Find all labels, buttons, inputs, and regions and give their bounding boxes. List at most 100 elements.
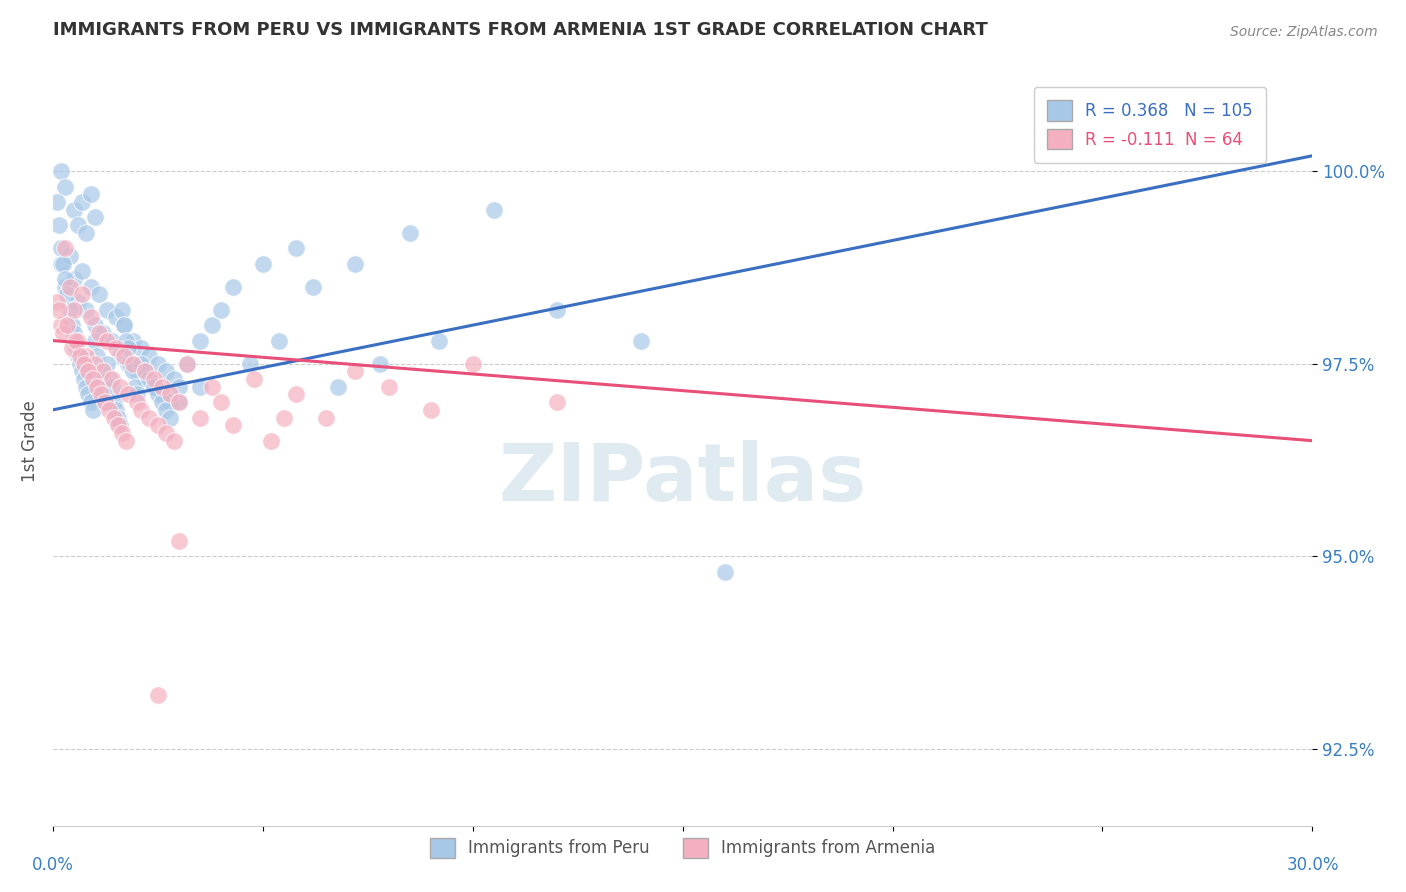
Point [66, 295, 89, 310]
Point [82, 372, 104, 386]
Point [285, 387, 308, 401]
Point [209, 302, 232, 317]
Point [58, 302, 80, 317]
Point [94, 395, 117, 409]
Point [142, 372, 165, 386]
Point [98, 372, 121, 386]
Point [103, 395, 125, 409]
Point [328, 380, 350, 394]
Point [201, 318, 224, 333]
Point [344, 256, 367, 270]
Point [163, 372, 186, 386]
Point [75, 302, 97, 317]
Point [79, 395, 101, 409]
Point [146, 418, 169, 433]
Point [260, 434, 283, 448]
Point [176, 357, 198, 371]
Point [96, 334, 118, 348]
Point [53, 179, 76, 194]
Point [159, 410, 181, 425]
Point [150, 387, 173, 401]
Point [87, 364, 110, 378]
Legend: Immigrants from Peru, Immigrants from Armenia: Immigrants from Peru, Immigrants from Ar… [416, 824, 949, 871]
Point [269, 334, 291, 348]
Point [188, 410, 211, 425]
Point [302, 279, 325, 293]
Point [49, 318, 72, 333]
Point [209, 395, 232, 409]
Point [83, 357, 105, 371]
Point [100, 380, 122, 394]
Point [103, 410, 125, 425]
Point [146, 357, 169, 371]
Point [142, 380, 165, 394]
Point [91, 364, 114, 378]
Point [69, 349, 91, 363]
Point [146, 688, 169, 702]
Point [419, 403, 441, 417]
Point [167, 533, 190, 548]
Point [124, 380, 146, 394]
Point [630, 334, 652, 348]
Point [53, 279, 76, 293]
Point [112, 318, 135, 333]
Point [86, 380, 108, 394]
Point [108, 380, 131, 394]
Point [129, 341, 152, 355]
Point [146, 387, 169, 401]
Point [115, 334, 138, 348]
Point [77, 364, 100, 378]
Point [58, 249, 80, 263]
Point [713, 565, 735, 579]
Point [48, 218, 70, 232]
Point [87, 287, 110, 301]
Point [56, 318, 79, 333]
Point [315, 410, 337, 425]
Point [115, 434, 138, 448]
Point [62, 272, 84, 286]
Point [62, 326, 84, 340]
Point [91, 387, 114, 401]
Point [125, 395, 148, 409]
Point [120, 357, 142, 371]
Point [96, 302, 118, 317]
Point [121, 357, 143, 371]
Point [49, 256, 72, 270]
Point [155, 364, 177, 378]
Point [87, 326, 110, 340]
Point [70, 364, 93, 378]
Point [167, 380, 190, 394]
Point [138, 372, 160, 386]
Point [94, 395, 117, 409]
Point [150, 395, 173, 409]
Point [49, 164, 72, 178]
Point [112, 318, 135, 333]
Point [188, 334, 211, 348]
Point [377, 380, 399, 394]
Point [58, 279, 80, 293]
Point [112, 349, 135, 363]
Point [134, 372, 156, 386]
Point [83, 211, 105, 225]
Point [222, 418, 245, 433]
Point [49, 241, 72, 255]
Point [155, 425, 177, 440]
Point [155, 403, 177, 417]
Point [159, 395, 181, 409]
Point [70, 287, 93, 301]
Point [66, 218, 89, 232]
Point [66, 349, 89, 363]
Text: ZIPatlas: ZIPatlas [499, 440, 866, 518]
Point [70, 264, 93, 278]
Point [104, 310, 127, 325]
Point [546, 302, 568, 317]
Point [134, 364, 156, 378]
Point [45, 194, 67, 209]
Point [482, 202, 505, 217]
Point [69, 357, 91, 371]
Point [188, 380, 211, 394]
Point [100, 372, 122, 386]
Point [134, 364, 156, 378]
Y-axis label: 1st Grade: 1st Grade [21, 400, 39, 482]
Point [546, 395, 568, 409]
